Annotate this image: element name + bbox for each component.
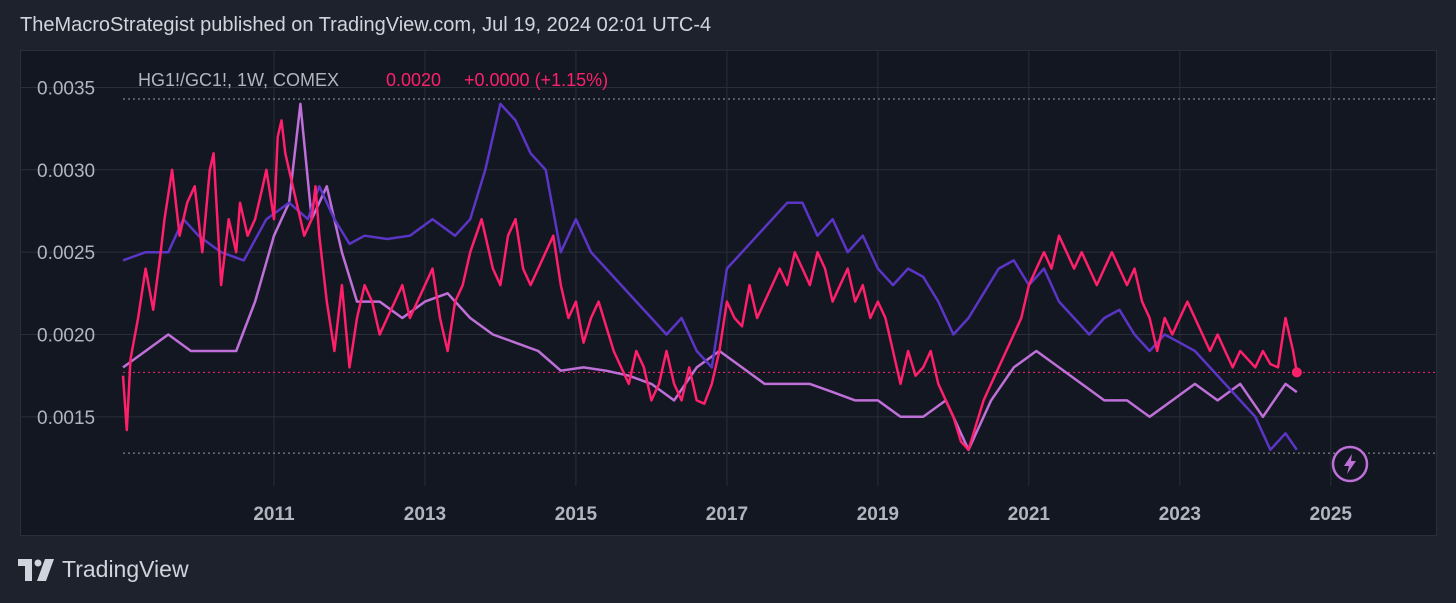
legend-last-value: 0.0020	[386, 70, 441, 90]
x-tick-label: 2023	[1159, 504, 1201, 525]
x-tick-label: 2019	[857, 504, 899, 525]
x-tick-label: 2017	[706, 504, 748, 525]
y-tick-label: 0.0025	[37, 243, 95, 264]
reference-lines	[123, 98, 1436, 454]
y-tick-label: 0.0020	[37, 325, 95, 346]
footer-brand[interactable]: TradingView	[62, 556, 189, 582]
series-line	[121, 119, 1299, 452]
y-tick-label: 0.0015	[37, 408, 95, 429]
series-lines	[121, 102, 1302, 452]
tradingview-logo-icon	[18, 558, 54, 581]
legend-symbol: HG1!/GC1!, 1W, COMEX	[138, 70, 339, 90]
last-point-marker	[1291, 367, 1302, 378]
x-tick-label: 2021	[1008, 504, 1051, 525]
gridlines	[21, 51, 1436, 486]
series-line	[122, 102, 1298, 452]
publisher-line: TheMacroStrategist published on TradingV…	[20, 14, 712, 36]
y-axis: 0.0015 0.0020 0.0025 0.0030 0.0035	[37, 78, 95, 428]
x-axis: 2011 2013 2015 2017 2019 2021 2023 2025	[253, 504, 1352, 525]
legend-change: +0.0000 (+1.15%)	[464, 70, 608, 90]
chart-panel[interactable]: 0.0015 0.0020 0.0025 0.0030 0.0035 2011 2013 2…	[20, 50, 1437, 536]
footer: TradingView	[18, 556, 189, 583]
x-tick-label: 2011	[253, 504, 295, 525]
x-tick-label: 2015	[555, 504, 598, 525]
series-line	[122, 102, 1298, 452]
alert-icon[interactable]	[1331, 445, 1369, 483]
x-tick-label: 2025	[1310, 504, 1353, 525]
y-tick-label: 0.0035	[37, 78, 95, 99]
y-tick-label: 0.0030	[37, 161, 95, 182]
x-tick-label: 2013	[404, 504, 446, 525]
